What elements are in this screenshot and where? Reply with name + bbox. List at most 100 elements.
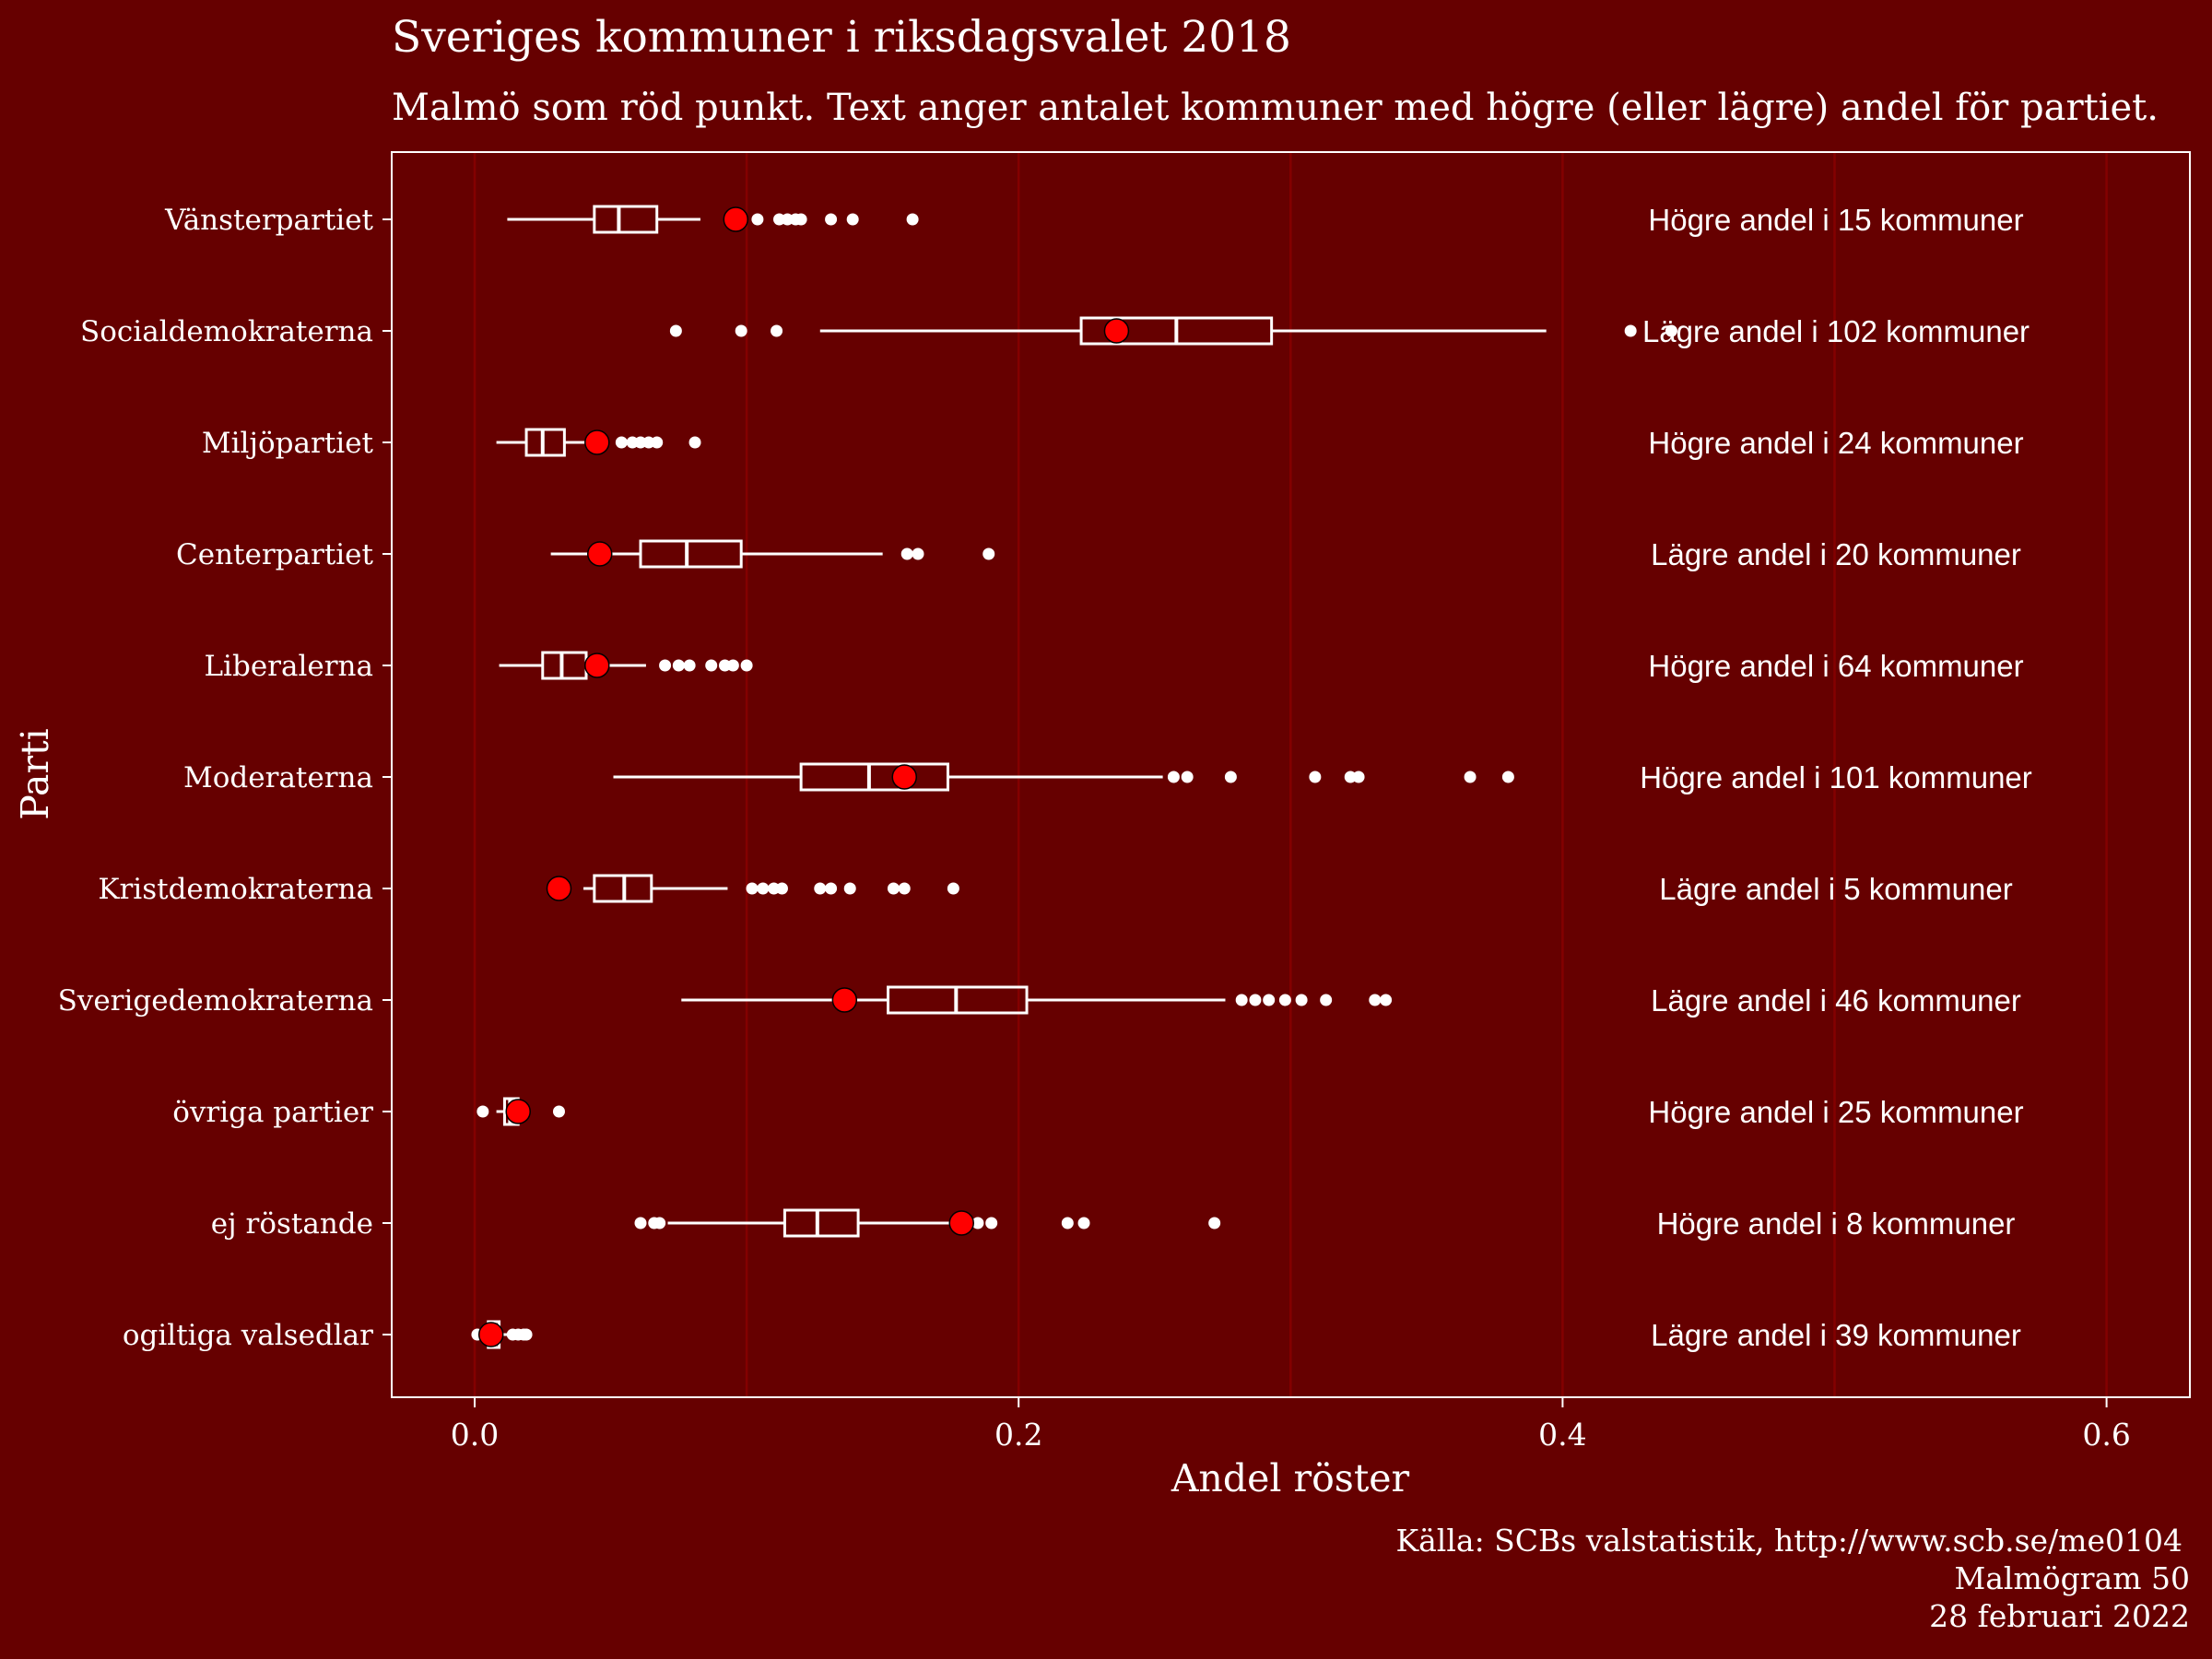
outlier-point <box>843 882 856 895</box>
outlier-point <box>1224 771 1237 783</box>
outlier-point <box>751 213 764 226</box>
box-row: Lägre andel i 39 kommuner <box>471 1318 2021 1352</box>
row-annotation: Lägre andel i 102 kommuner <box>1642 314 2030 348</box>
x-tick-label: 0.6 <box>2082 1417 2130 1453</box>
outlier-point <box>1249 994 1262 1006</box>
y-tick-label: ogiltiga valsedlar <box>123 1319 373 1352</box>
y-tick-label: ej röstande <box>211 1207 373 1241</box>
plot-panel-border <box>391 151 2191 1398</box>
y-tick-labels: Vänsterpartiet Socialdemokraterna Miljöpar… <box>58 204 391 1352</box>
outlier-point <box>1295 994 1308 1006</box>
grid-layer <box>473 153 2108 1396</box>
iqr-box <box>593 205 659 234</box>
outlier-point <box>982 547 995 560</box>
outlier-point <box>1380 994 1393 1006</box>
y-tick-label: Socialdemokraterna <box>80 315 373 348</box>
outlier-point <box>1208 1217 1221 1230</box>
y-tick-label: Centerpartiet <box>176 538 374 571</box>
malmo-point <box>891 764 918 790</box>
outlier-point <box>634 1217 647 1230</box>
chart-title: Sveriges kommuner i riksdagsvalet 2018 <box>392 12 1291 63</box>
outlier-point <box>1263 994 1276 1006</box>
outlier-point <box>520 1328 533 1341</box>
malmo-point <box>546 876 572 901</box>
outlier-point <box>1665 324 1677 337</box>
malmo-point <box>1103 318 1130 344</box>
iqr-box <box>799 762 949 792</box>
caption-source: Källa: SCBs valstatistik, http://www.scb… <box>1395 1523 2183 1559</box>
malmo-point <box>584 653 610 678</box>
malmo-point <box>477 1322 504 1347</box>
outlier-point <box>1369 994 1382 1006</box>
x-tick-label: 0.2 <box>994 1417 1042 1453</box>
outlier-point <box>705 659 718 672</box>
outlier-point <box>672 659 685 672</box>
malmo-point <box>723 206 749 232</box>
outlier-point <box>659 659 672 672</box>
box-row: Högre andel i 15 kommuner <box>507 203 2024 237</box>
malmo-point <box>831 987 858 1013</box>
outlier-point <box>1352 771 1365 783</box>
x-tick-labels: 0.0 0.2 0.4 0.6 <box>451 1398 2131 1453</box>
box-row: Högre andel i 64 kommuner <box>499 649 2024 683</box>
y-tick-label: övriga partier <box>172 1096 373 1129</box>
y-tick-label: Sverigedemokraterna <box>58 984 373 1018</box>
outlier-point <box>825 882 838 895</box>
chart-subtitle: Malmö som röd punkt. Text anger antalet … <box>392 87 2159 129</box>
outlier-point <box>985 1217 998 1230</box>
box-layer: Högre andel i 15 kommuner Lägre andel i 1… <box>471 203 2032 1352</box>
outlier-point <box>735 324 747 337</box>
row-annotation: Lägre andel i 5 kommuner <box>1659 872 2012 906</box>
iqr-box <box>639 539 743 569</box>
box-row: Högre andel i 101 kommuner <box>613 760 2032 794</box>
box-row: Lägre andel i 102 kommuner <box>669 314 2030 348</box>
outlier-point <box>1235 994 1248 1006</box>
caption-series: Malmögram 50 <box>1954 1560 2190 1596</box>
y-tick-label: Vänsterpartiet <box>164 204 373 237</box>
malmo-point <box>948 1210 974 1236</box>
malmo-point <box>586 541 613 567</box>
outlier-point <box>651 436 664 449</box>
outlier-point <box>615 436 628 449</box>
outlier-point <box>947 882 959 895</box>
outlier-point <box>683 659 696 672</box>
outlier-point <box>1061 1217 1074 1230</box>
caption-date: 28 februari 2022 <box>1929 1598 2190 1634</box>
outlier-point <box>1077 1217 1090 1230</box>
box-row: Lägre andel i 46 kommuner <box>681 983 2021 1018</box>
x-axis-title: Andel röster <box>1171 1456 1410 1500</box>
outlier-point <box>552 1105 565 1118</box>
outlier-point <box>1167 771 1180 783</box>
box-row: Lägre andel i 5 kommuner <box>546 872 2013 906</box>
outlier-point <box>846 213 859 226</box>
iqr-box <box>782 1208 860 1238</box>
y-axis-title: Parti <box>13 728 57 819</box>
box-row: Högre andel i 8 kommuner <box>634 1206 2015 1241</box>
y-tick-label: Miljöpartiet <box>202 427 374 460</box>
outlier-point <box>653 1217 666 1230</box>
x-tick-label: 0.4 <box>1538 1417 1586 1453</box>
outlier-point <box>688 436 701 449</box>
row-annotation: Lägre andel i 20 kommuner <box>1651 537 2021 571</box>
row-annotation: Högre andel i 64 kommuner <box>1648 649 2023 683</box>
outlier-point <box>1181 771 1194 783</box>
row-annotation: Högre andel i 101 kommuner <box>1640 760 2032 794</box>
outlier-point <box>1320 994 1333 1006</box>
outlier-point <box>477 1105 489 1118</box>
outlier-point <box>794 213 807 226</box>
outlier-point <box>1278 994 1291 1006</box>
outlier-point <box>971 1217 984 1230</box>
outlier-point <box>669 324 682 337</box>
outlier-point <box>900 547 913 560</box>
row-annotation: Högre andel i 24 kommuner <box>1648 426 2023 460</box>
outlier-point <box>746 882 759 895</box>
box-row: Lägre andel i 20 kommuner <box>550 537 2021 571</box>
outlier-point <box>1464 771 1477 783</box>
outlier-point <box>814 882 827 895</box>
outlier-point <box>1624 324 1637 337</box>
outlier-point <box>757 882 770 895</box>
y-tick-label: Liberalerna <box>204 650 373 683</box>
malmo-point <box>505 1099 531 1124</box>
